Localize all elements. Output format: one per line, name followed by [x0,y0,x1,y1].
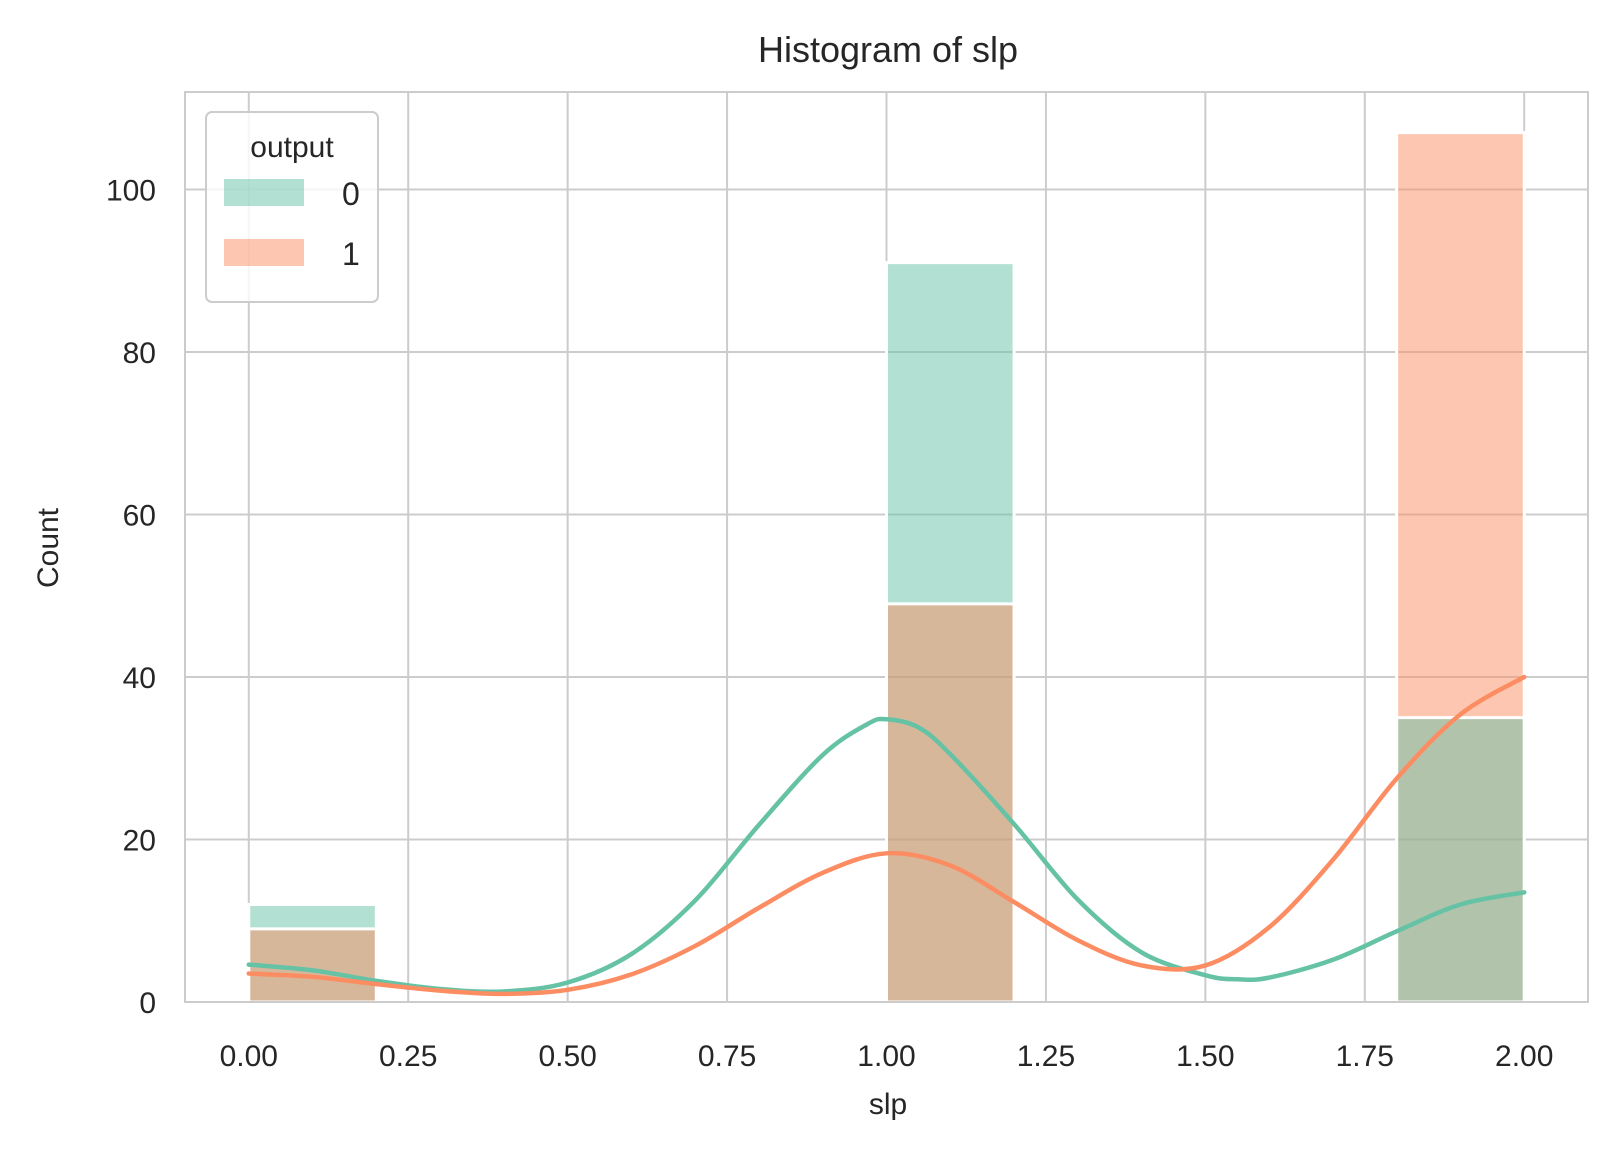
kde-line-output-0 [246,716,1527,995]
x-tick-label: 0.00 [220,1040,278,1073]
y-tick-label: 100 [106,175,156,208]
legend: output 01 [205,111,379,303]
x-tick-label: 0.75 [698,1040,756,1073]
legend-label-output-0: 0 [342,176,360,212]
x-tick-label: 2.00 [1495,1040,1553,1073]
y-tick-label: 40 [123,662,156,695]
kde-curves [246,674,1527,997]
y-axis-ticks: 0 20 40 60 80 100 [106,175,156,1021]
x-tick-label: 0.25 [379,1040,437,1073]
x-tick-label: 1.00 [857,1040,915,1073]
x-tick-label: 1.25 [1017,1040,1075,1073]
histogram-bar-output-1 [247,927,378,1004]
x-tick-label: 0.50 [538,1040,596,1073]
y-tick-label: 80 [123,337,156,370]
chart-title: Histogram of slp [758,29,1018,70]
y-tick-label: 60 [123,500,156,533]
legend-title: output [250,131,334,164]
y-tick-label: 0 [139,987,156,1020]
kde-line-output-1 [246,674,1527,997]
x-axis-label: slp [869,1088,907,1121]
x-tick-label: 1.50 [1176,1040,1234,1073]
x-axis-ticks: 0.00 0.25 0.50 0.75 1.00 1.25 1.50 1.75 2.00 [220,1040,1554,1073]
legend-label-output-1: 1 [342,236,360,272]
histogram-bars [247,131,1526,1004]
y-tick-label: 20 [123,825,156,858]
legend-swatch-output-0 [224,179,304,206]
y-axis-label: Count [32,507,65,588]
x-tick-label: 1.75 [1336,1040,1394,1073]
legend-entries: 01 [224,176,360,272]
plot-frame [184,91,1589,1003]
legend-swatch-output-1 [224,239,304,266]
